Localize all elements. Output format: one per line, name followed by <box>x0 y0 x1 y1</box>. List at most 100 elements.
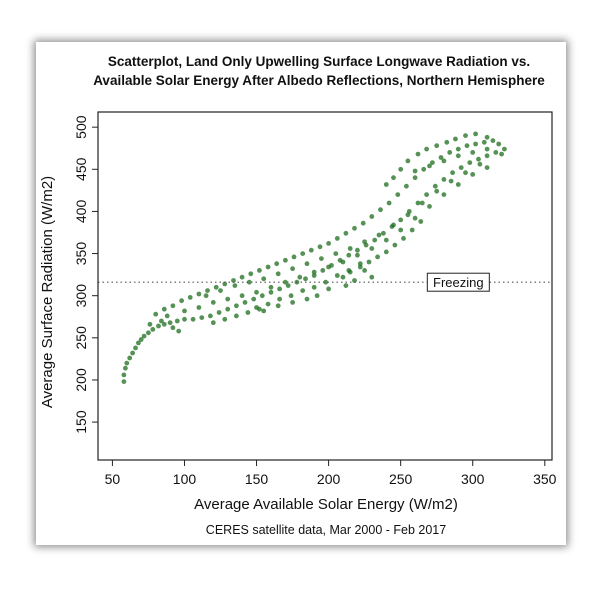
data-point <box>496 141 502 147</box>
data-point <box>121 372 127 378</box>
data-point <box>441 158 447 164</box>
data-point <box>441 177 447 182</box>
data-point <box>476 156 481 162</box>
data-point <box>300 288 306 293</box>
data-point <box>391 222 396 228</box>
data-point <box>268 284 274 290</box>
y-tick-label: 250 <box>73 326 89 350</box>
data-point <box>196 291 202 297</box>
data-point <box>275 303 281 309</box>
data-point <box>484 153 490 159</box>
data-point <box>383 182 389 187</box>
data-point <box>369 274 375 280</box>
data-point <box>164 313 170 319</box>
data-point <box>405 212 411 218</box>
data-point <box>334 273 340 278</box>
data-point <box>381 230 386 236</box>
data-point <box>179 298 185 304</box>
data-point <box>234 313 239 319</box>
data-point <box>251 296 257 302</box>
data-point <box>268 289 274 295</box>
data-point <box>290 266 295 272</box>
data-point <box>438 155 444 160</box>
chart-title-line-1: Scatterplot, Land Only Upwelling Surface… <box>108 54 530 69</box>
data-point <box>210 300 216 305</box>
y-tick-label: 150 <box>73 410 89 434</box>
data-point <box>239 293 245 299</box>
x-axis-label: Average Available Solar Energy (W/m2) <box>194 496 458 513</box>
data-point <box>415 151 421 157</box>
data-point <box>421 166 427 172</box>
data-point <box>326 264 331 270</box>
y-axis-label: Average Surface Radiation (W/m2) <box>39 176 56 408</box>
x-tick-label: 150 <box>245 471 269 487</box>
data-point <box>392 242 398 248</box>
data-point <box>127 355 133 361</box>
data-point <box>133 345 138 351</box>
data-point <box>432 183 438 189</box>
data-point <box>136 340 141 346</box>
freezing-label: Freezing <box>433 275 484 290</box>
data-point <box>213 284 219 290</box>
data-point <box>401 236 406 241</box>
data-point <box>300 251 306 256</box>
data-point <box>343 283 349 288</box>
data-point <box>187 295 193 300</box>
data-point <box>448 178 454 184</box>
y-tick-label: 400 <box>73 200 89 224</box>
data-point <box>257 306 262 312</box>
chart-title-line-2: Available Solar Energy After Albedo Refl… <box>93 73 545 88</box>
data-point <box>123 365 128 371</box>
data-point <box>343 230 349 236</box>
data-point <box>346 252 352 258</box>
data-point <box>450 170 455 176</box>
data-point <box>398 166 404 172</box>
data-point <box>304 261 310 267</box>
data-point <box>196 305 202 310</box>
data-point <box>447 150 453 155</box>
data-point <box>167 320 173 326</box>
data-point <box>455 146 461 152</box>
y-tick-label: 350 <box>73 242 89 266</box>
data-point <box>248 271 254 277</box>
data-point <box>231 278 236 283</box>
data-point <box>265 264 271 270</box>
data-point <box>275 271 281 277</box>
data-point <box>216 310 222 315</box>
data-point <box>124 360 130 366</box>
scatter-chart: Scatterplot, Land Only Upwelling Surface… <box>39 54 557 537</box>
data-point <box>455 182 461 187</box>
data-point <box>170 303 176 309</box>
data-point <box>378 207 383 213</box>
data-point <box>434 188 440 194</box>
data-point <box>130 350 135 356</box>
data-point <box>190 316 196 322</box>
data-point <box>161 321 167 327</box>
data-point <box>285 283 291 288</box>
data-point <box>150 327 156 332</box>
data-point <box>340 259 346 265</box>
data-point <box>477 161 483 167</box>
data-point <box>366 259 372 265</box>
data-point <box>277 296 282 302</box>
chart-card: Scatterplot, Land Only Upwelling Surface… <box>36 42 566 545</box>
data-point <box>430 160 435 165</box>
data-point <box>352 225 357 231</box>
data-point <box>138 337 144 342</box>
data-point <box>360 220 366 226</box>
data-point <box>412 168 418 174</box>
data-point <box>182 308 187 314</box>
x-axis: 50 100 150 200 250 300 350 <box>105 460 557 487</box>
data-point <box>153 311 159 317</box>
data-point <box>473 141 478 147</box>
data-point <box>362 268 367 273</box>
data-point <box>323 279 329 285</box>
data-point <box>225 306 231 312</box>
data-point <box>242 300 248 305</box>
chart-caption: CERES satellite data, Mar 2000 - Feb 201… <box>206 523 446 537</box>
data-point <box>210 320 216 326</box>
data-point <box>499 151 504 157</box>
data-point <box>398 217 404 223</box>
data-point <box>174 318 180 324</box>
data-point <box>234 303 239 309</box>
